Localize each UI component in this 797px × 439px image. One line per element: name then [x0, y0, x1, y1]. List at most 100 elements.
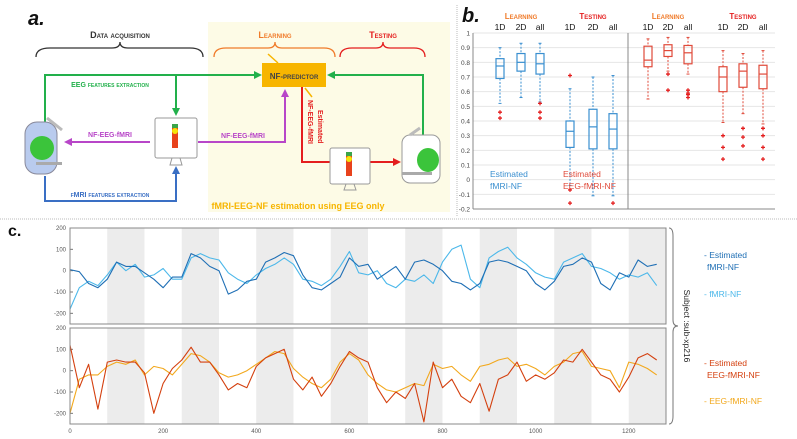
- outlier-point: [538, 116, 542, 121]
- outlier-point: [666, 88, 670, 93]
- y-tick-label: -100: [54, 390, 67, 396]
- shaded-interval: [256, 228, 294, 324]
- y-tick-label: -200: [54, 411, 67, 417]
- box-label: all: [759, 22, 768, 32]
- box: [608, 113, 618, 150]
- subject-brace: [668, 227, 679, 425]
- legend-label: EEG-fMRI-NF: [707, 370, 760, 380]
- y-tick-label: 0.6: [461, 89, 470, 96]
- x-tick-label: 800: [437, 429, 448, 435]
- fmri-extraction-label: fMRI features extraction: [71, 192, 150, 199]
- box-label: all: [684, 22, 693, 32]
- x-tick-label: 400: [251, 429, 262, 435]
- legend-label: - EEG-fMRI-NF: [704, 396, 762, 406]
- learning-arrow: [267, 53, 279, 64]
- outlier-point: [761, 145, 765, 150]
- shaded-interval: [479, 328, 517, 424]
- y-tick-label: 200: [56, 326, 67, 332]
- y-tick-label: 0.2: [461, 148, 470, 155]
- eeg-arrows: [44, 74, 424, 135]
- y-tick-label: 0.7: [461, 75, 470, 82]
- legend-label: - fMRI-NF: [704, 289, 741, 299]
- plot-frame: [69, 327, 667, 425]
- outlier-point: [721, 145, 725, 150]
- shaded-interval: [628, 328, 666, 424]
- scanner-icon: [24, 116, 63, 175]
- box-label: 2D: [588, 22, 599, 32]
- nf-mid-label: NF-EEG-fMRI: [221, 133, 265, 140]
- arrowhead: [64, 138, 72, 146]
- box: [588, 108, 598, 150]
- x-tick-label: 600: [344, 429, 355, 435]
- shaded-interval: [554, 328, 592, 424]
- estimated-label-2: NF-EEG-fMRI: [306, 100, 313, 144]
- testing-arrow: [304, 87, 313, 98]
- box-label: all: [609, 22, 618, 32]
- series-line-1: [69, 350, 658, 414]
- y-tick-label: 0.8: [461, 60, 470, 67]
- panel-a: a. Data acquisition Learning Testing NF-…: [0, 5, 797, 220]
- outlier-point: [568, 201, 572, 206]
- estimated-arrow: [301, 87, 396, 163]
- outlier-point: [538, 110, 542, 115]
- y-tick-label: -0.1: [459, 192, 471, 199]
- shaded-interval: [107, 228, 145, 324]
- monitor-icon: [329, 147, 371, 191]
- arrowhead: [327, 71, 335, 79]
- shaded-interval: [330, 228, 368, 324]
- outlier-point: [568, 187, 572, 192]
- outlier-point: [741, 143, 745, 148]
- y-tick-label: 0.4: [461, 119, 470, 126]
- phase-label: Learning: [652, 12, 685, 21]
- box: [643, 45, 653, 68]
- series-line-1: [69, 244, 658, 310]
- outlier-point: [721, 157, 725, 162]
- box-label: 1D: [643, 22, 654, 32]
- nf-predictor-box: [262, 63, 326, 87]
- panel-b-label: b.: [462, 5, 480, 27]
- box-label: 2D: [663, 22, 674, 32]
- learning-label: Learning: [258, 30, 291, 40]
- learning-brace: [213, 41, 336, 58]
- y-tick-label: 200: [56, 226, 67, 232]
- phase-label: Learning: [505, 12, 538, 21]
- nf-predictor-label: NF-predictor: [270, 72, 319, 81]
- series-line-0: [69, 344, 658, 423]
- phase-label: Testing: [579, 12, 607, 21]
- y-tick-label: -200: [54, 311, 67, 317]
- y-tick-label: 0.1: [461, 163, 470, 170]
- panel-c-label: c.: [8, 223, 21, 240]
- testing-label: Testing: [369, 30, 397, 40]
- outlier-point: [568, 73, 572, 78]
- outlier-point: [538, 101, 542, 106]
- estimated-label: Estimated: [316, 110, 323, 143]
- box: [683, 44, 693, 65]
- fmri-arrow: [44, 172, 177, 202]
- y-tick-label: 0: [63, 269, 67, 275]
- y-tick-label: 1: [466, 31, 470, 38]
- legend-label: fMRI-NF: [707, 262, 739, 272]
- y-tick-label: 0: [466, 177, 470, 184]
- y-tick-label: 0.5: [461, 104, 470, 111]
- eeg-extraction-label: EEG features extraction: [71, 82, 149, 89]
- y-tick-label: 0.3: [461, 133, 470, 140]
- subject-label: Subject :sub-xp216: [682, 290, 692, 363]
- y-tick-label: -100: [54, 290, 67, 296]
- outlier-point: [741, 126, 745, 131]
- shaded-interval: [256, 328, 294, 424]
- set-label: EEG-fMRI-NF: [563, 181, 616, 191]
- box: [758, 64, 768, 90]
- shaded-interval: [181, 228, 219, 324]
- box: [495, 58, 505, 80]
- box: [738, 63, 748, 88]
- y-tick-label: -0.2: [459, 207, 471, 214]
- arrowhead: [393, 158, 401, 166]
- y-tick-label: 100: [56, 247, 67, 253]
- shaded-interval: [107, 328, 145, 424]
- shaded-interval: [181, 328, 219, 424]
- y-tick-label: 100: [56, 347, 67, 353]
- outlier-point: [611, 201, 615, 206]
- scanner-icon: [401, 126, 441, 184]
- phase-label: Testing: [729, 12, 757, 21]
